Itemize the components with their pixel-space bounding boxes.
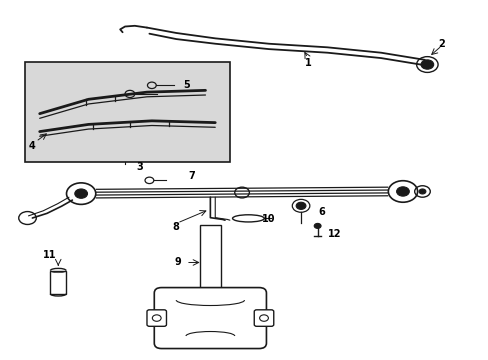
Circle shape: [75, 189, 87, 198]
Bar: [25, 62, 229, 162]
Circle shape: [314, 224, 321, 228]
Text: 1: 1: [304, 58, 311, 68]
Text: 2: 2: [438, 39, 445, 49]
Text: 4: 4: [29, 141, 36, 151]
Text: 8: 8: [172, 222, 179, 231]
Text: 10: 10: [261, 215, 275, 224]
FancyBboxPatch shape: [154, 288, 266, 348]
Circle shape: [420, 60, 433, 69]
Bar: [50, 271, 66, 294]
Text: 9: 9: [174, 257, 181, 267]
FancyBboxPatch shape: [147, 310, 166, 326]
Text: 6: 6: [318, 207, 324, 217]
Circle shape: [418, 189, 425, 194]
Text: 5: 5: [183, 80, 190, 90]
Ellipse shape: [232, 215, 264, 222]
FancyBboxPatch shape: [254, 310, 273, 326]
Circle shape: [296, 202, 305, 210]
Circle shape: [396, 187, 408, 196]
Bar: [200, 225, 220, 288]
Text: 7: 7: [188, 171, 195, 181]
Text: 11: 11: [42, 250, 56, 260]
Text: 3: 3: [136, 162, 143, 172]
Text: 12: 12: [327, 229, 341, 239]
